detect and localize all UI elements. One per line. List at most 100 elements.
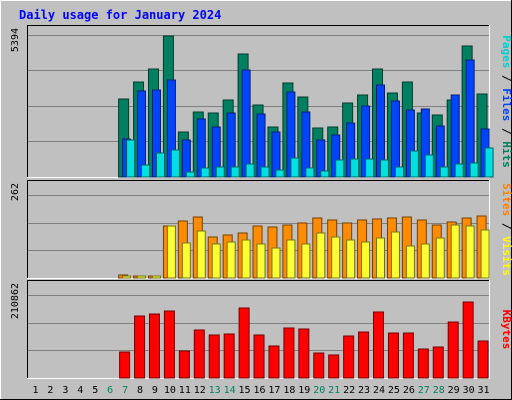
bar-sites-day-15: [241, 239, 251, 279]
bar-pages-day-30: [469, 162, 479, 178]
day-label-17: 17: [268, 385, 280, 396]
bar-pages-day-15: [245, 163, 255, 178]
bar-kbytes-day-29: [447, 321, 459, 379]
bar-sites-day-28: [435, 237, 445, 279]
bar-kbytes-day-10: [163, 310, 175, 379]
panel-hits-files-pages: 5394 Pages / Files / Hits: [10, 25, 512, 178]
bar-kbytes-day-21: [328, 354, 340, 379]
bar-sites-day-7: [122, 275, 132, 279]
bar-files-day-11: [181, 139, 191, 178]
day-label-6: 6: [107, 385, 113, 396]
day-label-14: 14: [224, 385, 236, 396]
legend-separator: /: [500, 216, 512, 236]
bar-pages-day-18: [290, 157, 300, 178]
bar-sites-day-17: [271, 247, 281, 279]
bar-sites-day-23: [361, 241, 371, 279]
day-label-22: 22: [343, 385, 355, 396]
bar-kbytes-day-27: [417, 348, 429, 379]
bar-sites-day-26: [405, 245, 415, 279]
bar-pages-day-9: [155, 152, 165, 178]
legend-visits-sites: Sites / Visits: [500, 183, 512, 276]
bar-kbytes-day-15: [238, 307, 250, 379]
bar-sites-day-11: [181, 242, 191, 279]
bar-sites-day-20: [316, 232, 326, 279]
bar-pages-day-27: [424, 154, 434, 178]
bar-pages-day-17: [275, 169, 285, 178]
bar-pages-day-31: [484, 147, 494, 178]
bar-pages-day-21: [335, 159, 345, 178]
day-label-1: 1: [32, 385, 38, 396]
panel-kbytes: 210862 KBytes: [10, 280, 512, 379]
bar-pages-day-25: [394, 166, 404, 178]
bar-sites-day-14: [226, 241, 236, 279]
day-label-18: 18: [283, 385, 295, 396]
bar-sites-day-25: [390, 231, 400, 279]
panels-group: 5394 Pages / Files / Hits 262 Sites / Visit…: [10, 25, 512, 379]
bar-pages-day-12: [200, 167, 210, 178]
bar-kbytes-day-12: [193, 329, 205, 379]
bar-pages-day-24: [380, 159, 390, 178]
bar-pages-day-19: [305, 167, 315, 178]
day-label-28: 28: [433, 385, 445, 396]
day-label-5: 5: [92, 385, 98, 396]
bar-files-day-8: [137, 90, 147, 178]
bar-sites-day-13: [211, 243, 221, 279]
bar-kbytes-day-25: [387, 332, 399, 379]
bar-pages-day-14: [230, 166, 240, 178]
bar-sites-day-9: [151, 275, 161, 279]
day-label-15: 15: [239, 385, 251, 396]
bar-sites-day-12: [196, 230, 206, 279]
bar-files-day-15: [241, 69, 251, 178]
bar-kbytes-day-14: [223, 333, 235, 379]
bar-sites-day-31: [480, 229, 490, 279]
day-label-7: 7: [122, 385, 128, 396]
day-label-2: 2: [47, 385, 53, 396]
day-label-23: 23: [358, 385, 370, 396]
legend-kbytes: KBytes: [500, 310, 512, 350]
day-label-30: 30: [463, 385, 475, 396]
bar-pages-day-8: [141, 164, 151, 178]
bar-pages-day-22: [350, 158, 360, 178]
legend-item-files: Files: [500, 88, 512, 121]
bar-sites-day-22: [346, 239, 356, 279]
bar-sites-day-8: [137, 275, 147, 279]
bar-kbytes-day-20: [313, 352, 325, 379]
legend-item-sites: Sites: [500, 183, 512, 216]
day-label-12: 12: [194, 385, 206, 396]
bar-sites-day-16: [256, 243, 266, 279]
day-label-31: 31: [478, 385, 490, 396]
day-label-11: 11: [179, 385, 191, 396]
legend-item-hits: Hits: [500, 141, 512, 168]
legend-item-kbytes: KBytes: [500, 310, 512, 350]
bar-kbytes-day-13: [208, 334, 220, 379]
day-label-9: 9: [152, 385, 158, 396]
bar-kbytes-day-23: [358, 331, 370, 379]
bar-sites-day-24: [376, 237, 386, 279]
day-label-21: 21: [328, 385, 340, 396]
bar-kbytes-day-30: [462, 301, 474, 379]
day-label-3: 3: [62, 385, 68, 396]
chart-title: Daily usage for January 2024: [19, 8, 221, 22]
legend-separator: /: [500, 68, 512, 88]
bar-kbytes-day-17: [268, 345, 280, 379]
bar-kbytes-day-8: [134, 315, 146, 379]
legend-item-pages: Pages: [500, 35, 512, 68]
day-label-19: 19: [298, 385, 310, 396]
bar-kbytes-day-28: [432, 346, 444, 379]
bar-kbytes-day-7: [119, 351, 131, 379]
bar-kbytes-day-11: [178, 350, 190, 379]
day-label-20: 20: [313, 385, 325, 396]
day-label-16: 16: [253, 385, 265, 396]
bar-kbytes-day-18: [283, 327, 295, 379]
bar-kbytes-day-31: [477, 340, 489, 379]
day-label-10: 10: [164, 385, 176, 396]
day-axis: 1 2 3 4 5 6 7 8 9 10 11 12 13 14 15 16 17 18 19 20 21 22 23 24 2…: [32, 385, 489, 396]
bar-pages-day-10: [170, 149, 180, 178]
day-label-24: 24: [373, 385, 385, 396]
y-max-label: 210862: [10, 283, 21, 319]
bar-files-day-30: [465, 59, 475, 178]
bar-pages-day-11: [185, 171, 195, 178]
bar-sites-day-10: [166, 225, 176, 279]
bar-pages-day-29: [454, 163, 464, 178]
